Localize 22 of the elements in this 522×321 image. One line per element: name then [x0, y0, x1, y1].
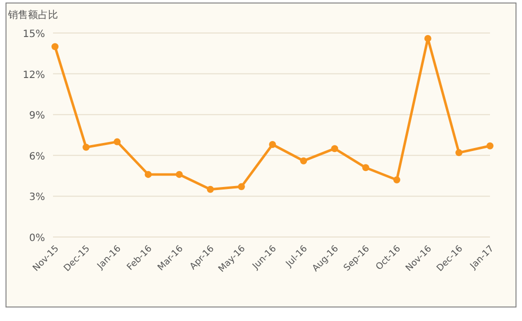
y-tick-label: 6%: [29, 151, 45, 162]
point: [206, 186, 214, 193]
point: [362, 164, 370, 172]
y-tick-label: 3%: [29, 192, 45, 204]
y-axis-title: 销售额占比: [7, 9, 58, 21]
point: [176, 170, 183, 178]
y-tick-label: 0%: [29, 233, 45, 244]
point: [114, 138, 121, 146]
point: [300, 157, 308, 164]
y-tick-label: 9%: [29, 110, 45, 122]
point: [144, 170, 152, 178]
point: [486, 142, 494, 150]
point: [82, 144, 90, 151]
point: [331, 145, 338, 152]
y-tick-label: 12%: [22, 70, 45, 81]
point: [455, 149, 462, 156]
point: [269, 141, 276, 148]
point: [238, 183, 245, 190]
point: [52, 43, 58, 50]
point: [393, 176, 400, 184]
y-tick-label: 15%: [22, 29, 45, 40]
point: [424, 34, 432, 42]
